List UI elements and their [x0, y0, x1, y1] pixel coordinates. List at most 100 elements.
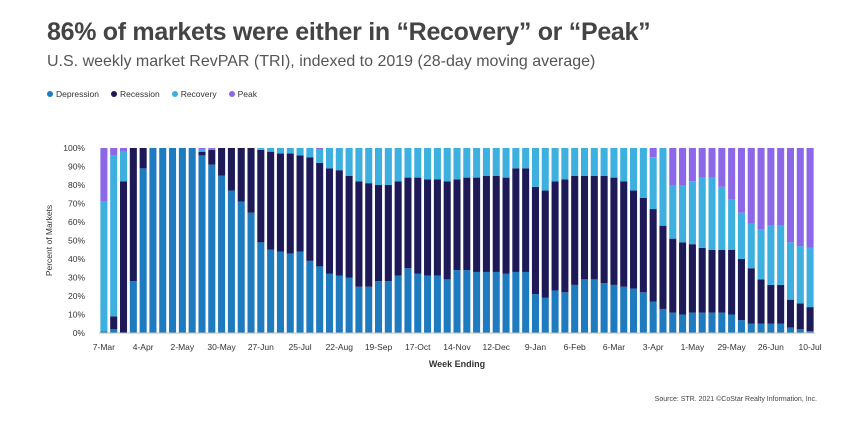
- bar-segment-depression: [443, 279, 451, 333]
- legend-item-recession: Recession: [111, 89, 160, 99]
- bar-segment-depression: [296, 251, 304, 333]
- x-tick-label: 26-Jun: [758, 342, 784, 352]
- bar-segment-recession: [267, 151, 275, 250]
- bar-segment-recovery: [561, 148, 569, 180]
- bar-segment-depression: [531, 294, 539, 333]
- bar-segment-depression: [728, 314, 736, 333]
- bar-segment-depression: [620, 286, 628, 333]
- bar-segment-recovery: [296, 148, 304, 156]
- x-tick-label: 10-Jul: [799, 342, 822, 352]
- legend-label-recovery: Recovery: [180, 89, 217, 99]
- bar-segment-recession: [286, 153, 294, 254]
- legend-label-depression: Depression: [56, 89, 99, 99]
- bar-segment-recession: [394, 181, 402, 276]
- bar-segment-depression: [659, 308, 667, 333]
- y-tick-label: 0%: [73, 328, 86, 338]
- bar-segment-depression: [757, 323, 765, 333]
- bar-segment-recovery: [404, 148, 412, 178]
- x-tick-label: 19-Sep: [365, 342, 393, 352]
- bar-segment-peak: [110, 148, 118, 156]
- bar-segment-depression: [247, 212, 255, 333]
- bar-segment-depression: [159, 148, 167, 333]
- bar-segment-recession: [110, 316, 118, 330]
- bar-segment-recession: [541, 190, 549, 298]
- bar-segment-recession: [306, 157, 314, 261]
- x-tick-label: 9-Jan: [525, 342, 547, 352]
- bar-segment-depression: [777, 323, 785, 333]
- bar-segment-recovery: [306, 148, 314, 158]
- bar-segment-recovery: [600, 148, 608, 176]
- bar-segment-recession: [404, 177, 412, 269]
- bar-segment-depression: [796, 329, 804, 333]
- bar-segment-depression: [767, 323, 775, 333]
- bar-segment-recession: [718, 249, 726, 313]
- bar-segment-depression: [325, 273, 334, 333]
- legend-swatch-recovery: [171, 91, 178, 97]
- x-tick-label: 12-Dec: [483, 342, 511, 352]
- bar-segment-recession: [679, 242, 687, 315]
- y-tick-label: 40%: [68, 254, 85, 264]
- bar-segment-recession: [561, 179, 569, 293]
- bar-segment-depression: [286, 253, 294, 333]
- bar-segment-recovery: [571, 148, 579, 176]
- bar-segment-peak: [208, 148, 216, 150]
- bar-segment-recession: [355, 181, 363, 287]
- bar-segment-depression: [747, 323, 755, 333]
- bar-segment-recovery: [786, 242, 795, 300]
- bar-segment-recession: [473, 177, 481, 272]
- bar-segment-recovery: [198, 149, 206, 152]
- bar-segment-recession: [777, 284, 785, 324]
- bar-segment-recovery: [443, 148, 451, 182]
- bar-segment-depression: [698, 312, 706, 333]
- bar-segment-depression: [276, 251, 284, 333]
- bar-segment-depression: [404, 268, 412, 333]
- x-tick-label: 7-Mar: [93, 342, 115, 352]
- bar-segment-peak: [198, 148, 206, 150]
- bar-segment-depression: [365, 286, 373, 333]
- x-tick-label: 4-Apr: [133, 342, 154, 352]
- bar-segment-peak: [747, 148, 755, 224]
- bar-segment-depression: [502, 273, 510, 333]
- bar-segment-recovery: [580, 148, 589, 176]
- bar-segment-depression: [786, 327, 795, 333]
- chart-subtitle: U.S. weekly market RevPAR (TRI), indexed…: [47, 53, 596, 70]
- bar-segment-depression: [237, 201, 245, 333]
- bar-segment-recession: [296, 155, 304, 252]
- bar-segment-peak: [718, 148, 726, 187]
- bar-segment-depression: [139, 168, 147, 333]
- bar-segment-recession: [492, 175, 500, 272]
- bar-segment-recession: [688, 244, 696, 313]
- bar-segment-recovery: [375, 148, 383, 185]
- bar-segment-recession: [257, 149, 265, 243]
- bar-segment-recovery: [698, 177, 706, 248]
- bar-segment-depression: [522, 271, 530, 333]
- bar-segment-peak: [806, 148, 814, 248]
- bar-segment-recession: [433, 179, 441, 276]
- bar-segment-recovery: [649, 157, 657, 210]
- bar-segment-peak: [796, 148, 804, 247]
- legend: Depression Recession Recovery Peak: [47, 89, 257, 99]
- bar-segment-recession: [747, 268, 755, 324]
- bar-segment-depression: [355, 286, 363, 333]
- bar-segment-depression: [257, 242, 265, 333]
- bar-segment-recession: [757, 279, 765, 324]
- bar-segment-recession: [571, 175, 579, 285]
- bar-segment-recession: [590, 175, 598, 280]
- bar-segment-recession: [139, 148, 147, 169]
- bar-segment-peak: [119, 148, 128, 152]
- bar-segment-recovery: [639, 148, 647, 198]
- bar-segment-depression: [688, 312, 696, 333]
- bar-segment-depression: [316, 266, 324, 333]
- legend-item-depression: Depression: [47, 89, 99, 99]
- bar-segment-recession: [659, 225, 667, 309]
- bar-segment-recession: [649, 209, 657, 302]
- bar-segment-recovery: [267, 148, 275, 152]
- x-tick-label: 2-May: [171, 342, 195, 352]
- bar-segment-depression: [600, 283, 608, 333]
- x-tick-label: 3-Apr: [643, 342, 664, 352]
- y-tick-label: 70%: [68, 199, 85, 209]
- x-axis-title: Week Ending: [429, 359, 485, 369]
- bar-segment-recovery: [590, 148, 598, 176]
- x-tick-label: 1-May: [681, 342, 705, 352]
- bar-segment-recovery: [482, 148, 490, 176]
